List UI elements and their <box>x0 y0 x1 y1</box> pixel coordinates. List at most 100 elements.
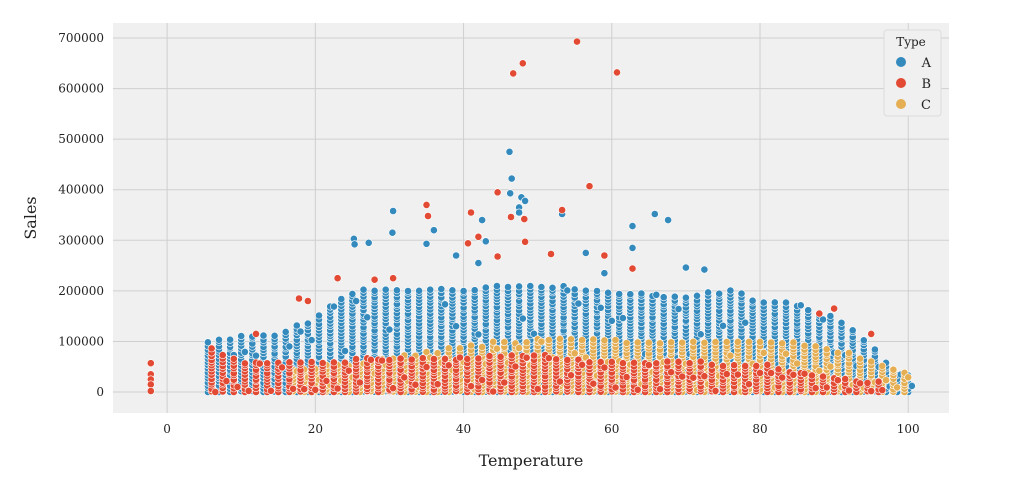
point-B <box>741 362 750 370</box>
point-A <box>607 316 616 325</box>
point-A <box>352 297 360 305</box>
point-C <box>611 336 620 344</box>
y-tick-label: 100000 <box>58 334 104 348</box>
point-A <box>581 286 590 295</box>
point-B <box>341 358 349 367</box>
point-A <box>303 319 312 328</box>
point-B <box>407 355 416 364</box>
point-C <box>600 336 609 345</box>
point-C <box>882 376 890 385</box>
point-A <box>696 330 705 339</box>
point-C <box>893 383 901 392</box>
point-A <box>388 228 397 237</box>
point-A <box>389 207 397 215</box>
point-A <box>505 147 514 156</box>
point-B <box>146 359 155 368</box>
point-B <box>489 387 498 396</box>
point-B <box>278 363 286 372</box>
point-C <box>444 344 453 353</box>
point-A <box>908 381 916 390</box>
point-C <box>678 338 687 347</box>
point-B <box>296 358 305 367</box>
point-A <box>452 322 460 331</box>
x-tick-label: 40 <box>456 422 471 436</box>
point-A <box>548 283 557 292</box>
point-A <box>628 243 637 252</box>
point-A <box>521 196 529 205</box>
point-B <box>467 382 475 391</box>
point-C <box>889 365 898 374</box>
point-B <box>385 356 394 364</box>
point-C <box>455 344 464 353</box>
point-B <box>255 359 264 368</box>
point-B <box>229 354 238 363</box>
point-A <box>381 285 390 294</box>
point-A <box>837 318 846 327</box>
point-A <box>474 330 483 339</box>
point-A <box>415 286 423 295</box>
point-A <box>726 286 735 295</box>
point-B <box>520 215 529 223</box>
point-C <box>570 349 579 358</box>
y-tick-label: 300000 <box>58 233 104 247</box>
point-C <box>778 339 787 348</box>
point-C <box>793 359 801 368</box>
point-A <box>470 286 479 295</box>
point-A <box>240 347 249 356</box>
point-C <box>700 338 709 347</box>
point-B <box>630 358 638 367</box>
point-C <box>467 341 475 350</box>
point-A <box>329 302 338 311</box>
point-B <box>344 366 353 375</box>
y-tick-label: 0 <box>96 385 104 399</box>
point-A <box>518 314 527 323</box>
point-B <box>496 352 505 361</box>
point-B <box>722 370 731 378</box>
point-B <box>756 368 764 377</box>
point-A <box>748 296 757 305</box>
point-B <box>544 354 553 363</box>
series-B <box>146 37 887 396</box>
point-B <box>819 372 827 381</box>
point-A <box>682 263 690 272</box>
point-B <box>511 362 520 371</box>
point-B <box>789 370 798 379</box>
point-B <box>696 357 705 366</box>
point-B <box>719 362 727 370</box>
point-B <box>556 377 564 386</box>
point-C <box>489 337 498 346</box>
point-A <box>348 289 357 298</box>
point-B <box>822 383 831 392</box>
point-B <box>656 385 664 394</box>
point-B <box>685 359 694 368</box>
point-A <box>664 216 672 224</box>
y-tick-label: 600000 <box>58 82 104 96</box>
point-B <box>355 378 364 387</box>
point-A <box>364 238 373 247</box>
point-C <box>867 357 876 366</box>
point-A <box>693 291 701 300</box>
legend-label-C: C <box>921 98 931 113</box>
point-C <box>745 337 753 346</box>
point-A <box>600 269 609 278</box>
point-A <box>682 293 690 302</box>
point-A <box>281 327 290 336</box>
point-B <box>352 355 360 363</box>
point-C <box>644 338 653 347</box>
legend-label-A: A <box>921 56 932 71</box>
point-C <box>567 335 575 344</box>
point-B <box>533 385 542 393</box>
point-B <box>444 361 453 370</box>
point-B <box>800 369 809 378</box>
point-B <box>633 385 642 394</box>
point-A <box>741 318 750 327</box>
point-A <box>481 237 490 246</box>
point-C <box>478 343 486 351</box>
point-B <box>752 361 761 370</box>
legend-marker-C <box>896 99 906 109</box>
point-A <box>504 283 512 291</box>
point-A <box>570 285 579 294</box>
point-B <box>600 251 609 260</box>
point-A <box>459 287 468 295</box>
point-A <box>574 299 583 308</box>
